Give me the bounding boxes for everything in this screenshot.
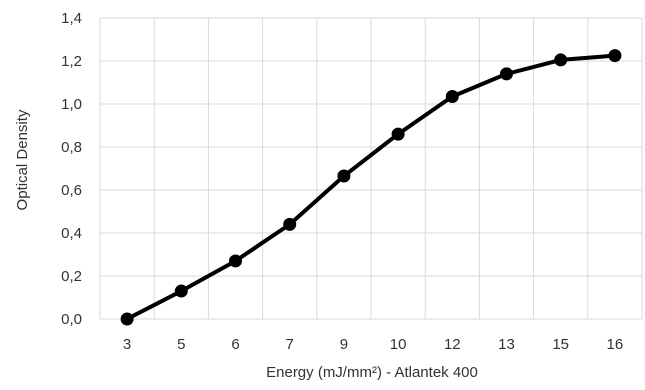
x-tick-label: 12 [444,336,461,353]
x-tick-label: 10 [390,336,407,353]
x-tick-label: 6 [231,336,239,353]
data-point [554,53,568,67]
x-tick-label: 13 [498,336,515,353]
y-tick-label: 0,8 [61,139,82,156]
data-point [283,217,297,231]
y-tick-label: 1,4 [61,10,82,27]
data-point [174,284,188,298]
x-tick-label: 7 [286,336,294,353]
data-point [120,312,134,326]
x-tick-label: 5 [177,336,185,353]
y-axis-label: Optical Density [14,109,31,210]
x-axis-label: Energy (mJ/mm²) - Atlantek 400 [266,364,478,381]
y-tick-label: 0,0 [61,311,82,328]
x-tick-labels: 3 5 6 7 9 10 12 13 15 16 [123,336,623,353]
y-tick-label: 1,0 [61,96,82,113]
data-point [229,254,242,268]
data-point [337,169,351,183]
data-point [500,67,513,81]
data-point [608,49,622,63]
grid-layer [99,17,643,320]
y-tick-label: 0,6 [61,182,82,199]
y-tick-label: 0,2 [61,268,82,285]
data-point [445,89,459,103]
series-layer [120,49,622,326]
series-line [125,53,617,321]
x-tick-label: 3 [123,336,131,353]
x-tick-label: 9 [340,336,348,353]
y-tick-labels: 0,0 0,2 0,4 0,6 0,8 1,0 1,2 1,4 [61,10,82,328]
x-tick-label: 16 [607,336,624,353]
y-tick-label: 1,2 [61,53,82,70]
y-tick-label: 0,4 [61,225,82,242]
x-tick-label: 15 [552,336,569,353]
data-point [391,127,405,141]
